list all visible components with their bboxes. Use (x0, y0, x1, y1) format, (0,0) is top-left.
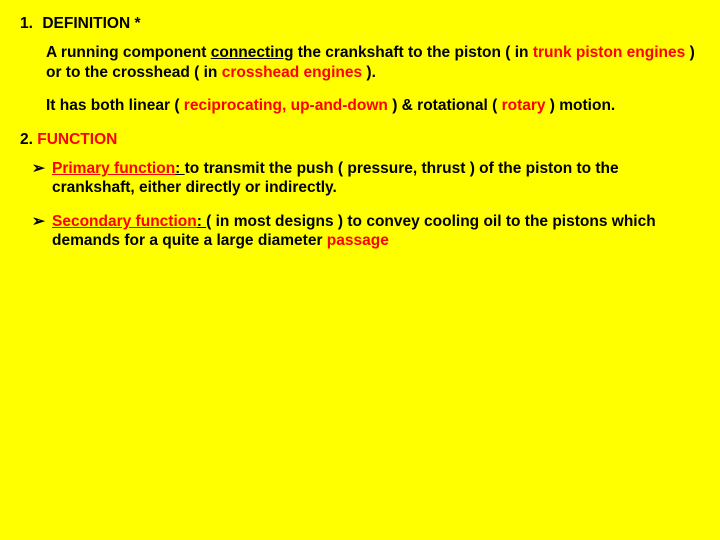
text-accent: crosshead engines (222, 64, 362, 81)
bullet-body: Secondary function: ( in most designs ) … (52, 212, 700, 251)
bullet-label: Primary function (52, 160, 175, 177)
bullet-body: Primary function: to transmit the push (… (52, 159, 700, 198)
text: ) & rotational ( (388, 97, 502, 114)
text-accent: reciprocating, up-and-down (184, 97, 388, 114)
text: ). (362, 64, 376, 81)
bullet-arrow-icon: ➢ (32, 212, 52, 251)
bullet-arrow-icon: ➢ (32, 159, 52, 198)
text: It has both linear ( (46, 97, 184, 114)
section-1-title: DEFINITION * (42, 15, 140, 32)
section-1-para-2: It has both linear ( reciprocating, up-a… (46, 96, 700, 115)
text-accent: rotary (502, 97, 546, 114)
text-underline: connecting (211, 44, 294, 61)
section-2-title: FUNCTION (37, 131, 117, 148)
section-1-heading: 1. DEFINITION * (20, 14, 700, 33)
section-1-number: 1. (20, 14, 38, 33)
bullet-item: ➢ Secondary function: ( in most designs … (32, 212, 700, 251)
text: ) motion. (546, 97, 616, 114)
bullet-colon: : (197, 213, 206, 230)
text: the crankshaft to the piston ( in (293, 44, 532, 61)
text: A running component (46, 44, 211, 61)
text-accent: trunk piston engines (533, 44, 685, 61)
section-2-heading: 2. FUNCTION (20, 130, 700, 149)
bullet-item: ➢ Primary function: to transmit the push… (32, 159, 700, 198)
bullet-label: Secondary function (52, 213, 197, 230)
section-1-para-1: A running component connecting the crank… (46, 43, 700, 82)
text-accent: passage (327, 232, 389, 249)
section-2-number: 2. (20, 131, 33, 148)
bullet-colon: : (175, 160, 184, 177)
